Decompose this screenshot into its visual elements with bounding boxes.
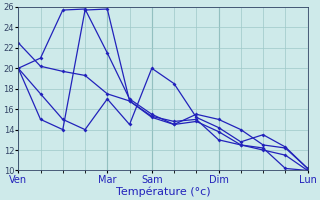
X-axis label: Température (°c): Température (°c) [116, 186, 210, 197]
